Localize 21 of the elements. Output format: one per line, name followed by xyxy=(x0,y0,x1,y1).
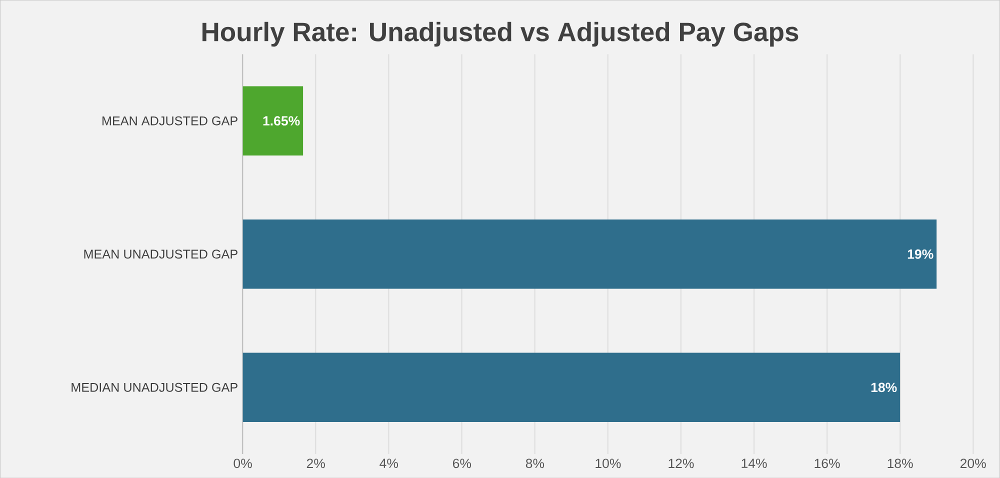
data-label: 1.65% xyxy=(263,116,300,126)
x-tick-label: 14% xyxy=(742,458,767,468)
x-tick-label: 20% xyxy=(960,458,986,468)
data-label: 19% xyxy=(908,249,934,259)
x-tick-label: 18% xyxy=(888,458,913,468)
bar xyxy=(242,352,900,422)
x-tick-label: 16% xyxy=(814,458,840,468)
bar xyxy=(242,219,937,289)
x-tick-label: 0% xyxy=(234,458,252,468)
y-tick-label: MEDIAN UNADJUSTED GAP xyxy=(72,382,238,392)
x-tick-label: 8% xyxy=(526,458,544,468)
data-label: 18% xyxy=(871,382,897,392)
x-tick-label: 2% xyxy=(306,458,325,468)
chart-title: Hourly Rate: Unadjusted vs Adjusted Pay Gaps xyxy=(202,22,798,46)
y-tick-label: MEAN UNADJUSTED GAP xyxy=(84,250,238,258)
x-tick-label: 10% xyxy=(596,458,621,468)
y-tick-label: MEAN ADJUSTED GAP xyxy=(102,116,238,126)
bar xyxy=(242,86,304,156)
x-tick-label: 6% xyxy=(452,458,472,468)
x-tick-label: 12% xyxy=(668,458,694,468)
x-tick-label: 4% xyxy=(380,458,398,468)
